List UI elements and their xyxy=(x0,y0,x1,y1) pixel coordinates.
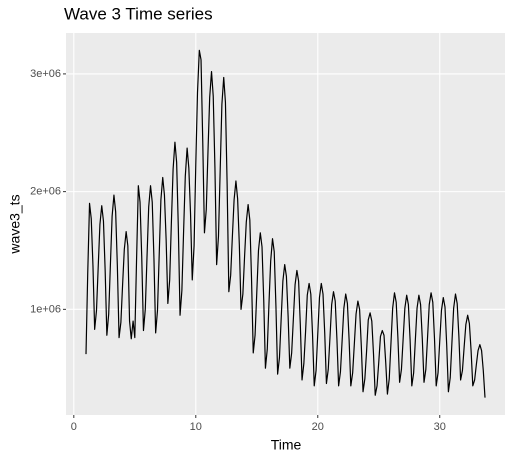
x-axis-label: Time xyxy=(271,437,302,453)
data-line xyxy=(85,49,486,398)
y-axis-label: wave3_ts xyxy=(7,194,23,254)
y-tick-label: 3e+06 xyxy=(30,68,61,80)
y-tick-label: 1e+06 xyxy=(30,303,61,315)
plot-panel xyxy=(66,33,505,415)
x-tick-label: 30 xyxy=(434,421,446,433)
x-tick-label: 20 xyxy=(312,421,324,433)
x-tick-label: 0 xyxy=(71,421,77,433)
x-tick-label: 10 xyxy=(190,421,202,433)
y-tick-label: 2e+06 xyxy=(30,186,61,198)
chart-title: Wave 3 Time series xyxy=(64,4,213,23)
